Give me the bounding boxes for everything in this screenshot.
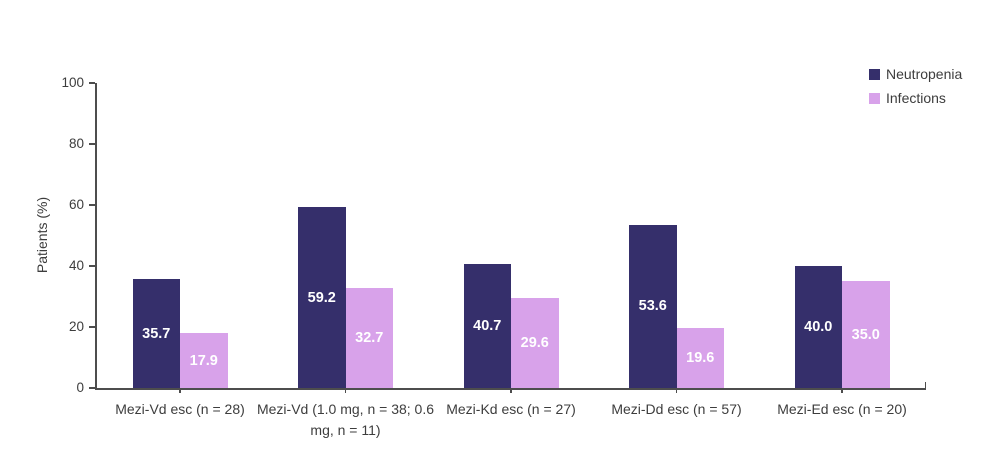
bar-value-label: 19.6	[686, 350, 715, 367]
bar-value-label: 35.7	[142, 325, 171, 342]
legend-swatch-infections	[869, 92, 880, 104]
y-tick-mark	[89, 82, 95, 84]
x-tick-mark	[675, 388, 678, 393]
bar-value-label: 17.9	[189, 352, 218, 369]
y-tick-label: 40	[68, 257, 84, 273]
bar-neutropenia-5	[794, 266, 842, 388]
legend-item-neutropenia: Neutropenia	[869, 66, 962, 82]
legend-item-infections: Infections	[869, 90, 962, 106]
y-axis-line	[95, 83, 97, 388]
x-category-label: Mezi-Vd esc (n = 28)	[115, 401, 245, 417]
y-tick-mark	[89, 204, 95, 206]
bar-infections-2	[345, 288, 393, 388]
bar-value-label: 29.6	[520, 334, 549, 351]
bar-infections-1	[180, 333, 228, 388]
bar-neutropenia-2	[298, 207, 346, 388]
bar-value-label: 53.6	[638, 298, 667, 315]
x-category-label: Mezi-Ed esc (n = 20)	[777, 401, 907, 417]
bar-value-label: 35.0	[851, 326, 880, 343]
bar-value-label: 40.7	[473, 317, 502, 334]
x-category-label: Mezi-Vd (1.0 mg, n = 38; 0.6 mg, n = 11)	[256, 401, 435, 438]
bar-value-label: 59.2	[307, 289, 336, 306]
bar-neutropenia-3	[463, 263, 511, 388]
y-tick-label: 20	[68, 318, 84, 334]
y-tick-mark	[89, 265, 95, 267]
x-category-label: Mezi-Dd esc (n = 57)	[611, 401, 742, 417]
y-tick-label: 0	[76, 379, 84, 395]
bar-neutropenia-1	[132, 279, 180, 388]
y-tick-label: 100	[61, 74, 84, 90]
y-tick-label: 60	[68, 196, 84, 212]
bar-infections-3	[511, 297, 559, 388]
legend: Neutropenia Infections	[869, 66, 962, 114]
legend-swatch-neutropenia	[869, 68, 880, 80]
bar-infections-4	[676, 328, 724, 388]
legend-label: Neutropenia	[886, 66, 963, 82]
y-tick-mark	[89, 326, 95, 328]
bar-value-label: 32.7	[355, 330, 384, 347]
y-tick-mark	[89, 143, 95, 145]
x-tick-mark	[510, 388, 512, 393]
bar-infections-5	[842, 281, 890, 388]
x-tick-mark	[344, 388, 347, 393]
y-tick-mark	[89, 387, 95, 389]
x-axis-end-serif	[924, 382, 926, 389]
x-category-label: Mezi-Kd esc (n = 27)	[446, 401, 576, 417]
legend-label: Infections	[886, 90, 946, 106]
bar-neutropenia-4	[629, 224, 677, 388]
y-tick-label: 80	[68, 135, 84, 151]
x-tick-mark	[179, 388, 181, 393]
bar-value-label: 40.0	[804, 319, 833, 335]
x-tick-mark	[841, 388, 843, 393]
